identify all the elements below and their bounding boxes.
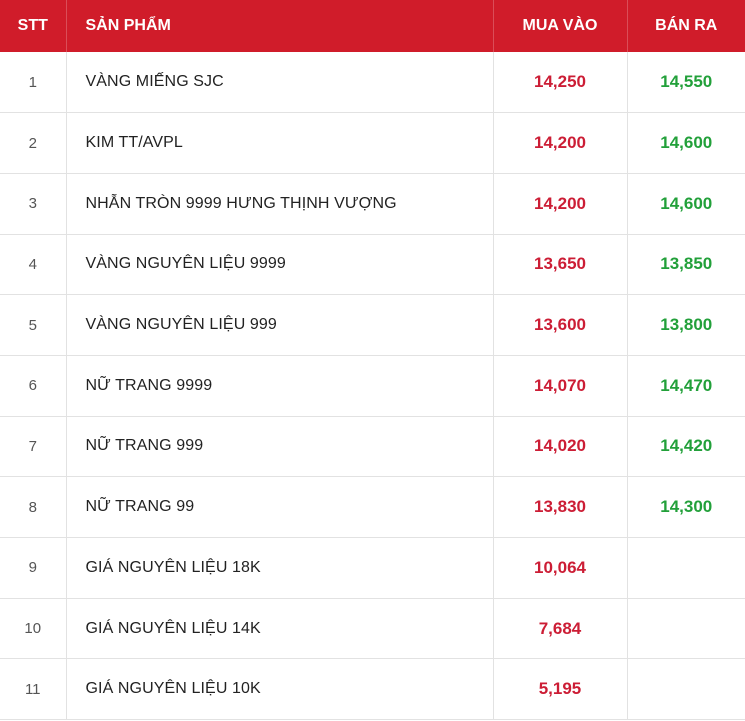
row-buy-price: 14,200 xyxy=(493,112,628,174)
row-sell-price: 13,800 xyxy=(627,294,745,356)
row-product: VÀNG MIẾNG SJC xyxy=(66,52,494,114)
table-row: 8 NỮ TRANG 99 13,830 14,300 xyxy=(0,476,745,538)
row-stt: 11 xyxy=(0,658,67,721)
row-buy-price: 14,020 xyxy=(493,416,628,478)
row-stt: 1 xyxy=(0,52,67,114)
row-product: VÀNG NGUYÊN LIỆU 999 xyxy=(66,294,494,356)
row-sell-price: 14,550 xyxy=(627,52,745,114)
header-product: SẢN PHẨM xyxy=(66,0,494,52)
row-product: NỮ TRANG 999 xyxy=(66,416,494,478)
row-buy-price: 13,650 xyxy=(493,234,628,296)
row-buy-price: 7,684 xyxy=(493,598,628,660)
row-sell-price: 14,420 xyxy=(627,416,745,478)
table-row: 2 KIM TT/AVPL 14,200 14,600 xyxy=(0,112,745,174)
table-row: 1 VÀNG MIẾNG SJC 14,250 14,550 xyxy=(0,52,745,114)
row-product: GIÁ NGUYÊN LIỆU 18K xyxy=(66,537,494,599)
header-stt: STT xyxy=(0,0,67,52)
header-row: STT SẢN PHẨM MUA VÀO BÁN RA xyxy=(0,0,745,52)
row-stt: 3 xyxy=(0,173,67,235)
table-row: 6 NỮ TRANG 9999 14,070 14,470 xyxy=(0,355,745,417)
table-row: 9 GIÁ NGUYÊN LIỆU 18K 10,064 xyxy=(0,537,745,599)
header-sell: BÁN RA xyxy=(655,17,718,34)
table-row: 11 GIÁ NGUYÊN LIỆU 10K 5,195 xyxy=(0,658,745,721)
table-row: 3 NHẪN TRÒN 9999 HƯNG THỊNH VƯỢNG 14,200… xyxy=(0,173,745,235)
row-buy-price: 5,195 xyxy=(493,658,628,721)
row-sell-price xyxy=(627,598,745,660)
row-sell-price: 14,600 xyxy=(627,112,745,174)
row-product: KIM TT/AVPL xyxy=(66,112,494,174)
row-buy-price: 14,200 xyxy=(493,173,628,235)
row-sell-price: 13,850 xyxy=(627,234,745,296)
row-product: VÀNG NGUYÊN LIỆU 9999 xyxy=(66,234,494,296)
row-buy-price: 14,250 xyxy=(493,52,628,114)
table-row: 4 VÀNG NGUYÊN LIỆU 9999 13,650 13,850 xyxy=(0,234,745,296)
row-stt: 5 xyxy=(0,294,67,356)
row-sell-price: 14,300 xyxy=(627,476,745,538)
row-stt: 8 xyxy=(0,476,67,538)
row-sell-price xyxy=(627,537,745,599)
row-buy-price: 14,070 xyxy=(493,355,628,417)
row-stt: 10 xyxy=(0,598,67,660)
row-product: GIÁ NGUYÊN LIỆU 14K xyxy=(66,598,494,660)
table-row: 5 VÀNG NGUYÊN LIỆU 999 13,600 13,800 xyxy=(0,294,745,356)
row-stt: 9 xyxy=(0,537,67,599)
row-buy-price: 13,830 xyxy=(493,476,628,538)
row-sell-price: 14,600 xyxy=(627,173,745,235)
row-buy-price: 13,600 xyxy=(493,294,628,356)
table-body: 1 VÀNG MIẾNG SJC 14,250 14,550 2 KIM TT/… xyxy=(0,52,745,721)
row-stt: 7 xyxy=(0,416,67,478)
table-row: 7 NỮ TRANG 999 14,020 14,420 xyxy=(0,416,745,478)
row-sell-price: 14,470 xyxy=(627,355,745,417)
row-product: NỮ TRANG 9999 xyxy=(66,355,494,417)
table-header: STT SẢN PHẨM MUA VÀO BÁN RA xyxy=(0,0,745,52)
row-sell-price xyxy=(627,658,745,721)
table-row: 10 GIÁ NGUYÊN LIỆU 14K 7,684 xyxy=(0,598,745,660)
row-product: NỮ TRANG 99 xyxy=(66,476,494,538)
row-stt: 6 xyxy=(0,355,67,417)
row-buy-price: 10,064 xyxy=(493,537,628,599)
row-stt: 2 xyxy=(0,112,67,174)
header-buy: MUA VÀO xyxy=(493,0,628,52)
row-product: GIÁ NGUYÊN LIỆU 10K xyxy=(66,658,494,721)
row-product: NHẪN TRÒN 9999 HƯNG THỊNH VƯỢNG xyxy=(66,173,494,235)
row-stt: 4 xyxy=(0,234,67,296)
